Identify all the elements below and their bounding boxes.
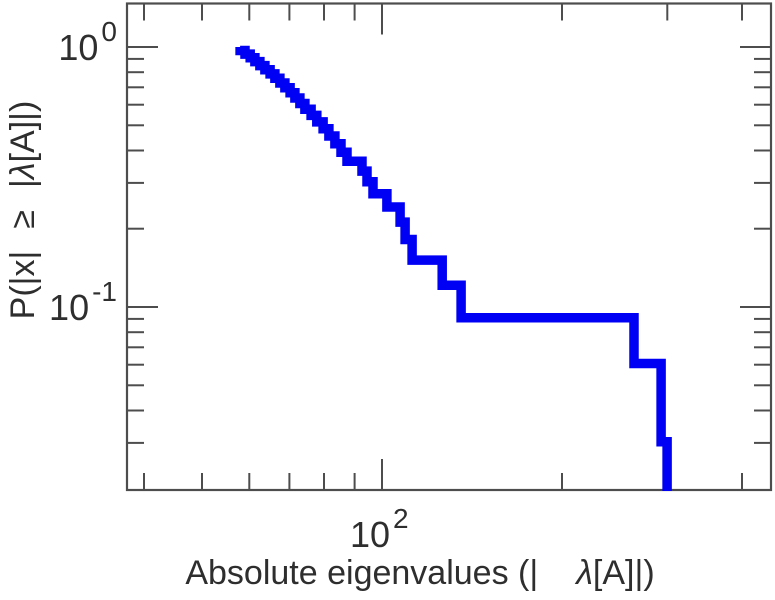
ccdf-step-curve	[235, 45, 672, 491]
plot-border	[125, 2, 773, 492]
y-tick-label-1e-1: 10 -1	[49, 276, 117, 328]
x-tick-label-1e2: 10 2	[350, 503, 409, 555]
y-tick-label-1e0: 10 0	[58, 16, 117, 68]
y-axis-title: P(|x|≥|λ[A]|)	[4, 101, 42, 320]
x-axis-title: Absolute eigenvalues (| λ[A]|)	[185, 554, 654, 592]
axis-ticks	[128, 4, 770, 489]
